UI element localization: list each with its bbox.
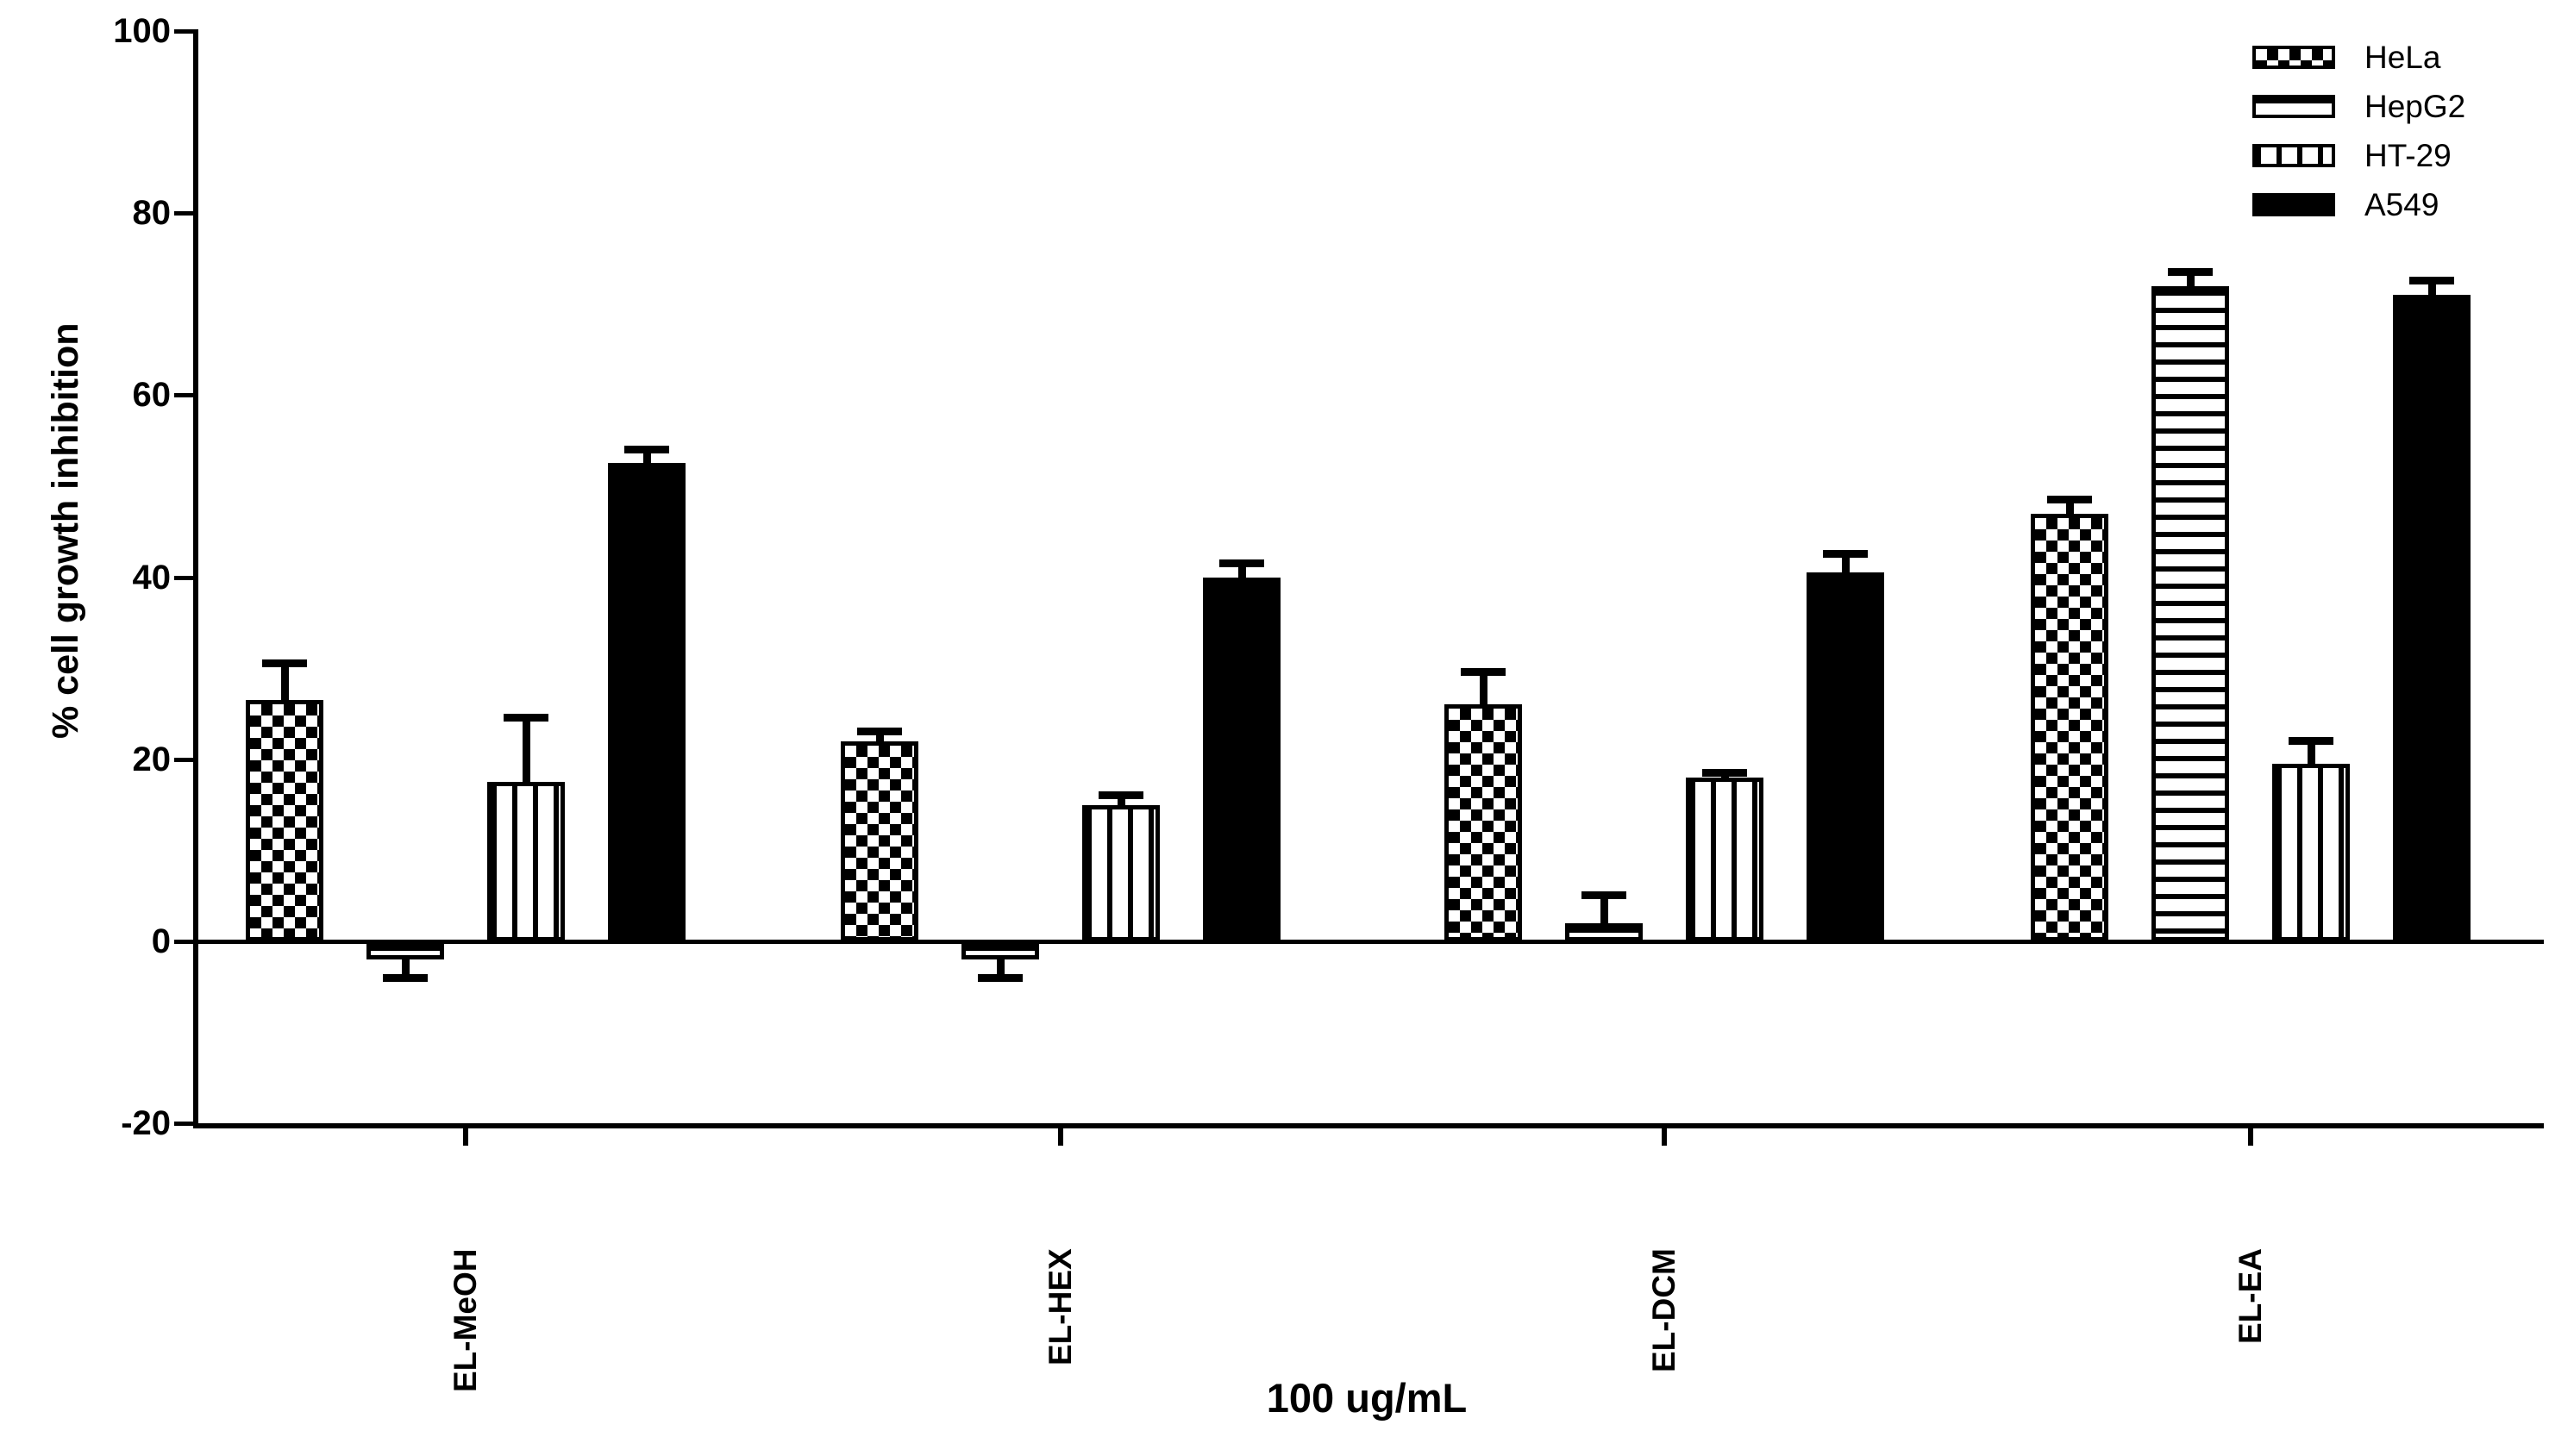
bar-hepg2-el-meoh [366,941,444,960]
error-bar-stem-hela-el-meoh [280,663,289,701]
error-bar-cap-a549-el-meoh [624,445,669,453]
error-bar-cap-ht-29-el-ea [2289,736,2333,745]
legend-row-hela: HeLa [2252,33,2465,82]
legend-label-hela: HeLa [2364,39,2441,75]
error-bar-cap-a549-el-ea [2409,277,2454,285]
bar-a549-el-meoh [608,463,686,941]
legend-swatch-a549-icon [2252,193,2335,216]
bar-hela-el-ea [2031,513,2108,941]
error-bar-stem-a549-el-dcm [1841,554,1850,573]
error-bar-stem-ht-29-el-ea [2307,740,2315,765]
bar-ht-29-el-ea [2272,764,2350,941]
error-bar-cap-ht-29-el-hex [1099,791,1143,799]
x-tick [1662,1128,1667,1146]
error-bar-stem-hepg2-el-hex [996,959,1005,978]
legend-swatch-hela-icon [2252,46,2335,69]
zero-baseline [198,940,2544,944]
error-bar-cap-a549-el-hex [1219,559,1264,567]
error-bar-stem-hela-el-ea [2065,499,2074,514]
error-bar-cap-a549-el-dcm [1823,550,1868,559]
error-bar-stem-a549-el-hex [1237,563,1246,578]
y-tick-label: -20 [121,1104,171,1143]
x-axis-bottom-line [193,1123,2544,1128]
bar-hela-el-meoh [246,700,323,941]
error-bar-cap-hepg2-el-meoh [383,974,428,983]
x-tick [463,1128,468,1146]
x-tick-label-el-meoh: EL-MeOH [448,1248,483,1393]
error-bar-cap-ht-29-el-dcm [1702,768,1747,777]
y-axis-line [193,29,198,1128]
y-tick [174,575,193,580]
y-tick-label: 20 [132,740,172,778]
legend-row-a549: A549 [2252,180,2465,229]
error-bar-stem-ht-29-el-hex [1117,796,1125,805]
bar-ht-29-el-dcm [1686,777,1763,941]
bar-ht-29-el-meoh [487,782,565,941]
error-bar-cap-ht-29-el-meoh [504,714,548,722]
bar-hepg2-el-ea [2151,285,2229,941]
y-tick [174,211,193,216]
legend-row-ht-29: HT-29 [2252,131,2465,180]
y-tick [174,28,193,34]
error-bar-stem-ht-29-el-meoh [522,718,530,783]
bar-ht-29-el-hex [1082,804,1160,941]
error-bar-cap-hepg2-el-ea [2168,267,2213,276]
error-bar-cap-hepg2-el-hex [978,974,1023,983]
y-tick-label: 40 [132,558,172,597]
y-tick-label: 100 [113,11,171,50]
bar-a549-el-dcm [1807,572,1884,941]
bar-hela-el-dcm [1444,704,1522,941]
error-bar-stem-a549-el-meoh [642,449,651,464]
y-tick-label: 60 [132,376,172,415]
error-bar-cap-hela-el-ea [2047,495,2092,503]
error-bar-cap-hela-el-hex [857,728,902,736]
x-tick-label-el-ea: EL-EA [2233,1248,2268,1344]
x-tick-label-el-hex: EL-HEX [1043,1248,1078,1365]
bar-hepg2-el-hex [961,941,1039,960]
legend-swatch-hepg2-icon [2252,95,2335,118]
legend-swatch-ht-29-icon [2252,144,2335,167]
legend-label-hepg2: HepG2 [2364,88,2466,124]
legend-row-hepg2: HepG2 [2252,82,2465,131]
y-tick [174,1122,193,1127]
error-bar-stem-hepg2-el-dcm [1600,896,1608,923]
y-tick [174,757,193,762]
error-bar-cap-hela-el-dcm [1461,668,1506,677]
x-tick [2248,1128,2253,1146]
legend: HeLa HepG2 HT-29 A549 [2252,33,2465,229]
y-tick-label: 0 [151,922,171,960]
error-bar-stem-hela-el-dcm [1479,672,1487,705]
error-bar-stem-a549-el-ea [2427,281,2436,296]
bar-hela-el-hex [841,740,918,941]
x-axis-title: 100 ug/mL [1266,1375,1468,1421]
legend-label-ht-29: HT-29 [2364,137,2452,173]
x-tick [1058,1128,1063,1146]
y-tick [174,393,193,398]
error-bar-stem-hepg2-el-meoh [401,959,410,978]
y-tick [174,940,193,944]
error-bar-stem-hepg2-el-ea [2186,272,2195,286]
y-axis-title: % cell growth inhibition [45,322,86,739]
error-bar-stem-hela-el-hex [875,732,884,741]
legend-label-a549: A549 [2364,186,2439,222]
bar-a549-el-hex [1203,577,1281,941]
error-bar-cap-hela-el-meoh [262,659,307,667]
bar-hepg2-el-dcm [1565,922,1643,941]
bar-a549-el-ea [2393,295,2471,941]
y-tick-label: 80 [132,194,172,232]
error-bar-cap-hepg2-el-dcm [1581,891,1626,900]
x-tick-label-el-dcm: EL-DCM [1646,1248,1682,1372]
